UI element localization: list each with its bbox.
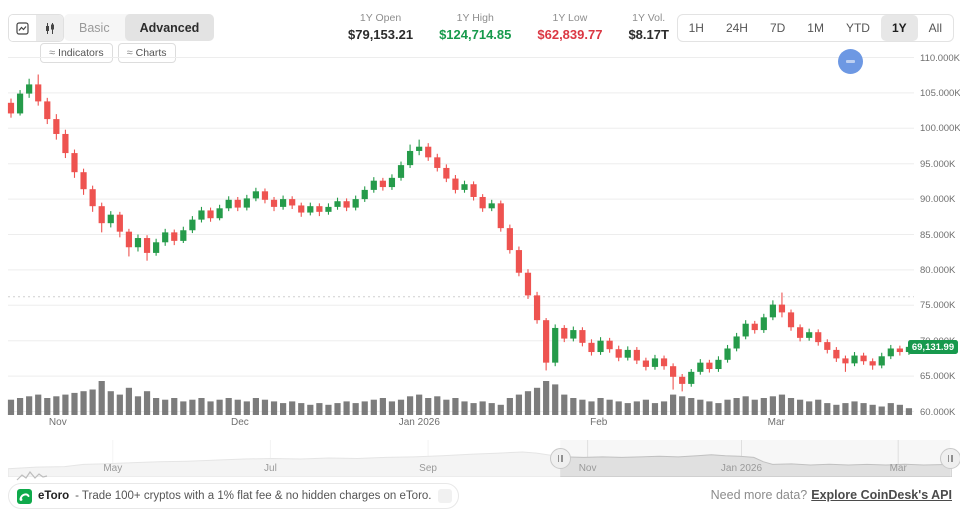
stats-row: 1Y Open $79,153.21 1Y High $124,714.85 1Y Lo… [348,12,669,42]
navigator-selection[interactable] [560,440,951,477]
y-tick-label: 110.000K [920,52,960,64]
x-tick-label: Mar [767,417,785,428]
waves-icon: ≈ [126,47,133,59]
range-1h[interactable]: 1H [688,21,704,35]
range-all[interactable]: All [928,21,942,35]
y-tick-label: 75.000K [920,300,956,312]
navigator-label: Sep [419,463,437,474]
navigator-left-handle[interactable] [549,448,571,469]
navigator-area-chart [8,440,952,477]
navigator-unselected-mask [8,440,561,477]
stat-label: 1Y Low [552,12,588,24]
y-tick-label: 85.000K [920,229,956,241]
stat-1y-open: 1Y Open $79,153.21 [348,12,413,42]
tab-advanced[interactable]: Advanced [124,14,215,41]
stat-1y-vol-: 1Y Vol. $8.17T [628,12,668,42]
y-tick-label: 80.000K [920,264,956,276]
candlestick-style-button[interactable] [36,15,63,41]
stat-1y-high: 1Y High $124,714.85 [439,12,511,42]
stat-value: $124,714.85 [439,27,512,42]
x-tick-label: Feb [590,417,608,428]
chart-style-toggle [8,14,64,42]
navigator-label: Mar [889,463,907,474]
stat-label: 1Y Open [359,12,402,24]
etoro-logo-icon [17,488,32,504]
range-24h[interactable]: 24H [725,21,748,35]
api-prompt: Need more data? Explore CoinDesk's API [711,488,952,502]
x-tick-label: Dec [231,417,249,428]
time-range-selector: 1H 24H 7D 1M YTD 1Y All [676,14,954,42]
handle-grip-bar [951,455,953,462]
stat-1y-low: 1Y Low $62,839.77 [537,12,602,42]
stat-label: 1Y High [456,12,494,24]
api-prompt-text: Need more data? [710,488,808,502]
ad-close-button[interactable] [437,489,452,503]
tool-label: Indicators [58,47,104,59]
navigator-label: Jan 2026 [720,463,763,474]
etoro-ad-banner[interactable]: eToro - Trade 100+ cryptos with a 1% fla… [8,483,459,509]
handle-grip-bar [947,455,950,462]
navigator-label: Jul [264,463,277,474]
x-tick-label: Nov [48,417,67,428]
mode-tabs: Basic Advanced [64,14,215,41]
volume-bars [7,381,913,415]
handle-grip-bar [557,455,560,462]
navigator-right-handle[interactable] [939,448,960,469]
waves-icon: ≈ [49,47,55,59]
y-tick-label: 100.000K [920,123,960,135]
range-1y[interactable]: 1Y [880,15,918,41]
stat-value: $62,839.77 [537,27,603,42]
tab-basic[interactable]: Basic [79,20,110,35]
sparkline-logo-icon [16,470,48,481]
range-1m[interactable]: 1M [807,21,824,35]
gridlines [8,57,914,412]
y-tick-label: 60.000K [920,406,956,418]
stat-label: 1Y Vol. [632,12,666,24]
range-ytd[interactable]: YTD [845,21,870,35]
navigator-label: May [103,463,123,474]
y-tick-label: 105.000K [920,87,960,99]
range-navigator[interactable]: May Jul Sep Nov Jan 2026 Mar [8,440,952,477]
line-chart-icon [16,21,29,35]
annotation-handle[interactable] [838,49,863,74]
ad-brand: eToro [38,490,70,502]
range-7d[interactable]: 7D [769,21,786,35]
y-tick-label: 65.000K [920,371,956,383]
candles[interactable] [7,74,913,392]
last-price-tag: 69,131.99 [908,340,958,354]
tool-label: Charts [135,47,167,59]
y-tick-label: 90.000K [920,194,956,206]
y-tick-label: 95.000K [920,158,956,170]
annotation-handle-bar [846,60,855,63]
stat-value: $79,153.21 [348,27,414,42]
handle-grip-bar [561,455,563,462]
x-tick-label: Jan 2026 [398,417,440,428]
coindesk-api-link[interactable]: Explore CoinDesk's API [811,488,952,502]
stat-value: $8.17T [628,27,669,42]
ad-text: - Trade 100+ cryptos with a 1% flat fee … [75,490,432,502]
line-chart-style-button[interactable] [9,15,36,41]
candlestick-icon [45,22,54,34]
candlestick-chart[interactable] [0,0,960,440]
navigator-label: Nov [578,463,597,474]
